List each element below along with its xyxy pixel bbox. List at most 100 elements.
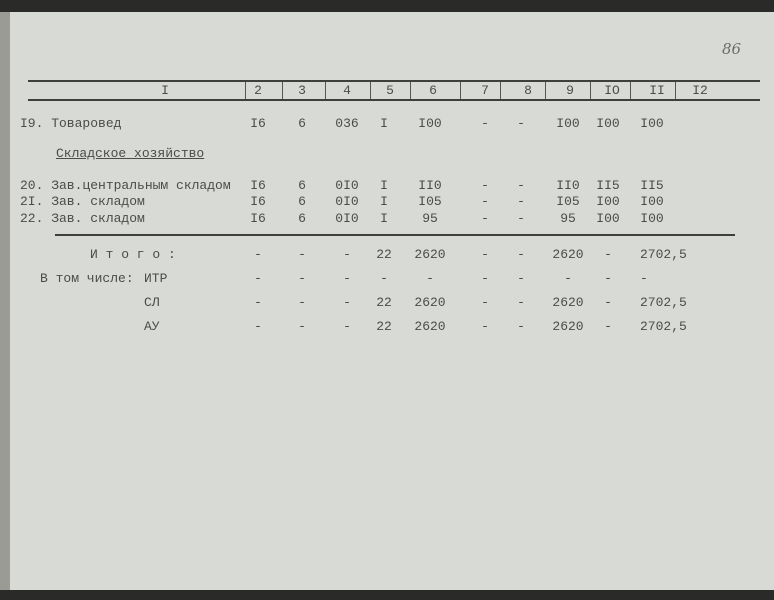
row-label: 2I. Зав. складом [20,194,145,209]
totals-cell: 2620 [414,319,446,334]
binding-edge [0,12,10,590]
row-cell: 95 [560,211,576,226]
column-separator [590,82,591,99]
totals-cell: - [298,319,306,334]
totals-cell: - [254,319,262,334]
totals-cell: 2620 [552,319,584,334]
totals-cell: - [604,247,612,262]
column-header-2: 2 [254,83,262,98]
row-cell: - [517,116,525,131]
row-cell: I00 [640,211,664,226]
totals-cell: - [517,271,525,286]
column-separator [545,82,546,99]
totals-cell: - [254,247,262,262]
totals-cell: 2702,5 [640,319,687,334]
row-label: 20. Зав.центральным складом [20,178,231,193]
column-header-8: 8 [524,83,532,98]
row-cell: I6 [250,194,266,209]
row-label: 22. Зав. складом [20,211,145,226]
row-cell: - [481,194,489,209]
totals-cell: - [298,247,306,262]
column-header-6: 6 [429,83,437,98]
row-cell: - [481,178,489,193]
column-header-11: II [649,83,665,98]
totals-cell: 22 [376,295,392,310]
totals-cell: - [343,319,351,334]
row-cell: I05 [556,194,580,209]
column-separator [370,82,371,99]
totals-cell: 2620 [552,247,584,262]
column-header-5: 5 [386,83,394,98]
row-cell: I00 [640,116,664,131]
totals-cell: - [564,271,572,286]
header-top-rule [28,80,760,82]
row-cell: 0I0 [335,178,359,193]
row-cell: 6 [298,178,306,193]
totals-cell: 2620 [414,247,446,262]
totals-cell: - [426,271,434,286]
totals-cell: - [298,295,306,310]
totals-cell: - [343,295,351,310]
row-cell: - [517,211,525,226]
totals-label: АУ [144,319,160,334]
page-number: 86 [722,40,742,58]
totals-cell: 2702,5 [640,295,687,310]
totals-cell: - [604,319,612,334]
column-separator [410,82,411,99]
row-cell: I [380,178,388,193]
totals-cell: - [481,295,489,310]
column-header-9: 9 [566,83,574,98]
row-cell: I00 [640,194,664,209]
row-cell: I00 [596,211,620,226]
row-cell: II5 [640,178,664,193]
row-cell: I6 [250,116,266,131]
row-cell: 0I0 [335,194,359,209]
row-cell: I [380,194,388,209]
totals-cell: - [481,271,489,286]
column-header-10: IO [604,83,620,98]
column-separator [325,82,326,99]
row-cell: 6 [298,194,306,209]
totals-cell: - [343,247,351,262]
totals-label: И т о г о : [90,247,176,262]
totals-cell: - [517,295,525,310]
row-label: I9. Товаровед [20,116,122,131]
row-cell: 6 [298,116,306,131]
row-cell: 6 [298,211,306,226]
column-separator [630,82,631,99]
row-cell: 036 [335,116,359,131]
row-cell: I6 [250,178,266,193]
row-cell: I6 [250,211,266,226]
row-cell: - [481,211,489,226]
totals-cell: 22 [376,319,392,334]
row-cell: - [517,178,525,193]
totals-cell: - [254,271,262,286]
row-cell: 95 [422,211,438,226]
column-separator [245,82,246,99]
totals-label: ИТР [144,271,168,286]
row-cell: I [380,211,388,226]
totals-cell: - [380,271,388,286]
row-cell: I00 [418,116,442,131]
row-cell: II5 [596,178,620,193]
totals-cell: - [604,295,612,310]
totals-cell: 2620 [552,295,584,310]
totals-prefix: В том числе: [40,271,134,286]
totals-cell: - [481,247,489,262]
totals-cell: - [343,271,351,286]
column-header-4: 4 [343,83,351,98]
row-cell: I [380,116,388,131]
row-cell: I00 [596,116,620,131]
totals-cell: 22 [376,247,392,262]
column-separator [675,82,676,99]
column-separator [500,82,501,99]
row-cell: I00 [596,194,620,209]
row-cell: 0I0 [335,211,359,226]
row-cell: - [517,194,525,209]
column-header-12: I2 [692,83,708,98]
column-separator [282,82,283,99]
row-cell: I00 [556,116,580,131]
column-header-7: 7 [481,83,489,98]
totals-label: СЛ [144,295,160,310]
totals-cell: - [640,271,648,286]
